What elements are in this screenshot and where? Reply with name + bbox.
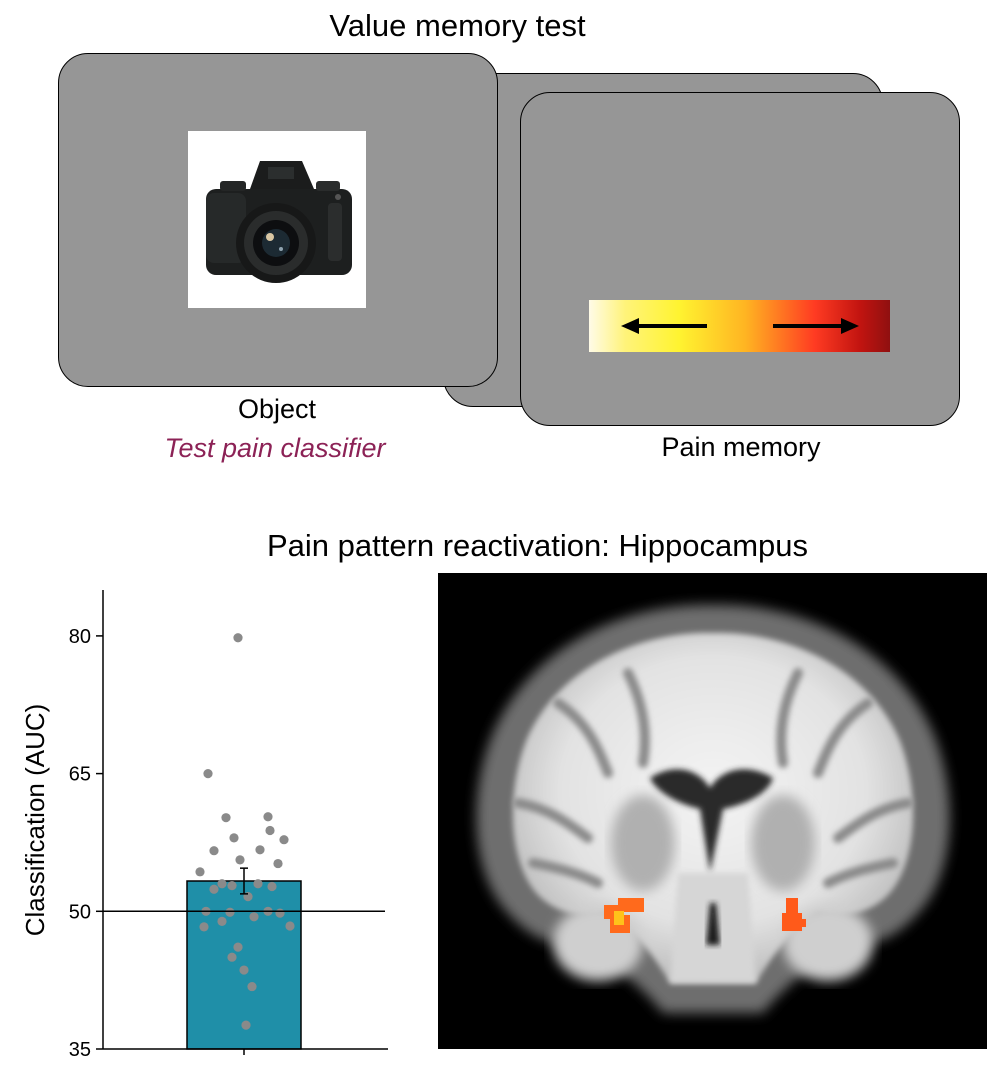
arrow-left-icon: [621, 318, 707, 334]
object-image-frame: [188, 131, 366, 308]
value-memory-test-title: Value memory test: [329, 8, 586, 43]
hippocampus-activation-left: [604, 898, 644, 933]
data-point: [285, 921, 295, 931]
y-tick-label: 65: [69, 764, 91, 786]
pain-rating-scale: [589, 300, 890, 352]
object-screen: [58, 53, 498, 387]
data-point: [209, 846, 219, 856]
data-point: [199, 922, 209, 932]
y-tick-label: 35: [69, 1039, 91, 1061]
hippocampus-activation-right: [782, 898, 806, 931]
data-point: [279, 835, 289, 845]
pain-memory-label: Pain memory: [661, 432, 821, 462]
data-point: [253, 879, 263, 889]
data-point: [209, 884, 219, 894]
data-point: [265, 825, 275, 836]
data-point: [233, 633, 243, 643]
y-tick-label: 80: [69, 626, 91, 648]
arrow-right-icon: [773, 318, 859, 334]
pain-memory-screen: [520, 92, 960, 426]
data-point: [221, 813, 231, 823]
test-pain-classifier-label: Test pain classifier: [164, 433, 386, 463]
data-point: [267, 881, 277, 892]
data-point: [229, 833, 239, 843]
data-point: [195, 867, 205, 877]
data-point: [217, 916, 227, 926]
y-axis-label: Classification (AUC): [20, 704, 50, 937]
data-point: [239, 965, 249, 975]
data-point: [247, 981, 257, 992]
data-point: [203, 769, 213, 779]
auc-bar-chart: 35 50 65 80 Classification (AUC): [20, 590, 388, 1061]
data-point: [249, 912, 259, 922]
pain-reactivation-title: Pain pattern reactivation: Hippocampus: [266, 528, 809, 563]
data-point: [227, 880, 237, 891]
data-point: [233, 942, 243, 952]
object-label: Object: [237, 394, 317, 424]
camera-icon: [206, 161, 352, 283]
data-point: [225, 907, 235, 917]
data-point: [255, 845, 265, 855]
data-point: [217, 879, 227, 889]
data-point: [273, 858, 283, 869]
data-point: [263, 812, 273, 822]
y-tick-label: 50: [69, 901, 91, 923]
data-point: [227, 952, 237, 962]
data-point: [235, 855, 245, 865]
data-point: [241, 1020, 251, 1030]
brain-coronal-image: [438, 573, 987, 1049]
data-point: [275, 908, 285, 918]
